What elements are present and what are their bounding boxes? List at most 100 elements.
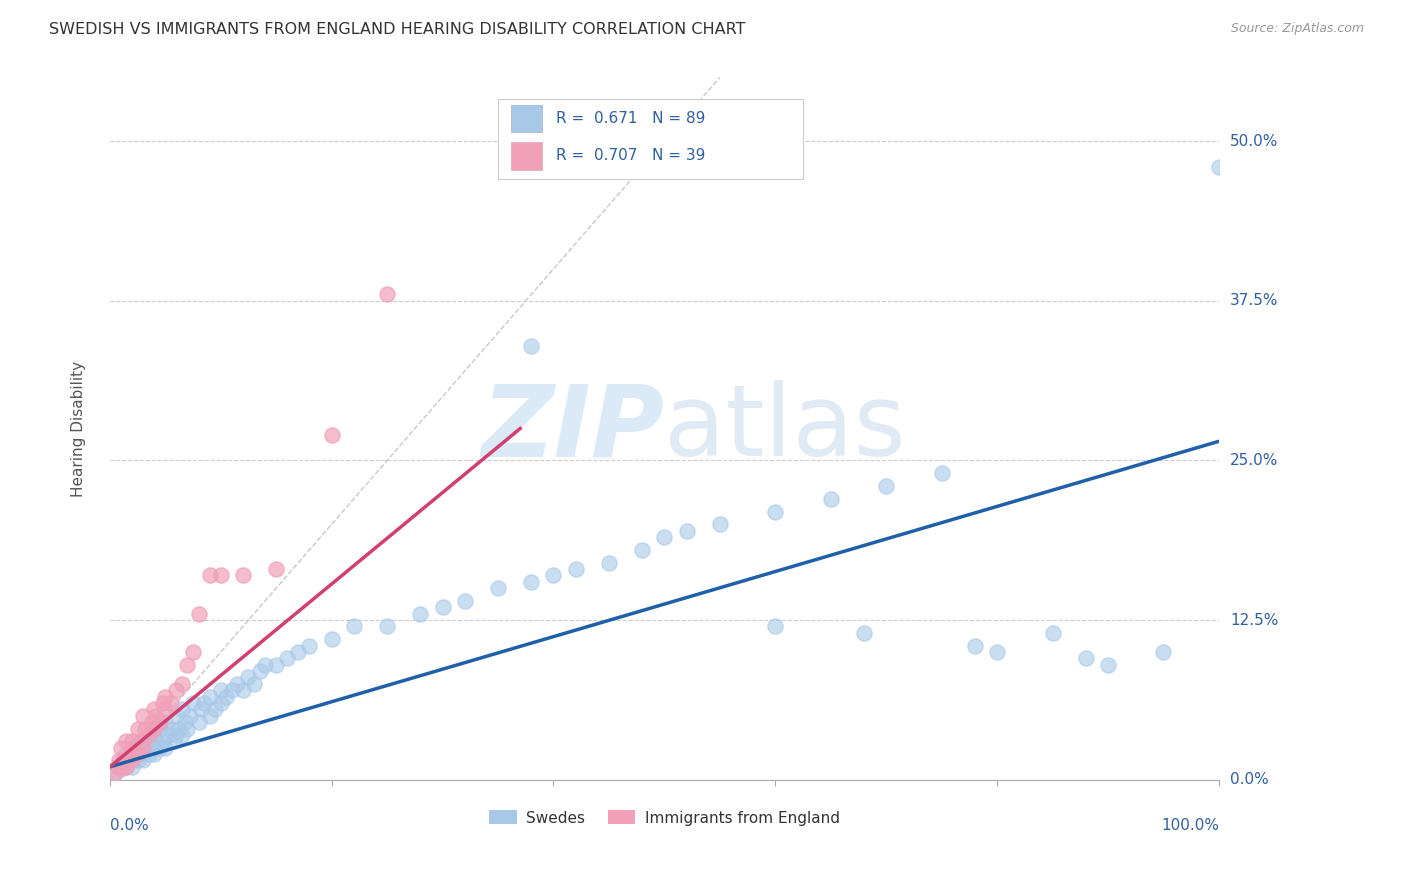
Point [143, 734, 166, 748]
Point [675, 524, 697, 538]
Point [170, 677, 193, 691]
Point [1074, 651, 1097, 665]
Point [152, 696, 174, 710]
Point [221, 683, 243, 698]
Point [179, 708, 201, 723]
Point [155, 740, 177, 755]
Point [193, 696, 215, 710]
Point [564, 562, 586, 576]
Point [198, 568, 221, 582]
Point [129, 734, 152, 748]
Point [165, 728, 187, 742]
Point [118, 747, 141, 761]
Point [170, 702, 193, 716]
Point [1208, 160, 1230, 174]
Point [232, 568, 254, 582]
Point [187, 607, 209, 621]
Point [155, 690, 177, 704]
Point [1152, 645, 1174, 659]
Point [654, 530, 676, 544]
Point [375, 619, 398, 633]
Text: 25.0%: 25.0% [1230, 453, 1278, 468]
Point [121, 760, 143, 774]
Point [165, 708, 187, 723]
Point [110, 763, 132, 777]
Point [454, 594, 477, 608]
Point [321, 632, 343, 647]
Point [143, 702, 166, 716]
Point [127, 747, 149, 761]
Point [115, 760, 138, 774]
Point [209, 568, 232, 582]
Point [145, 708, 167, 723]
Point [432, 600, 454, 615]
Point [127, 722, 149, 736]
Point [160, 722, 183, 736]
Point [215, 690, 238, 704]
Point [156, 728, 179, 742]
Point [931, 467, 953, 481]
Point [163, 734, 186, 748]
Point [155, 715, 177, 730]
Point [115, 747, 138, 761]
Point [254, 657, 277, 672]
Point [264, 657, 287, 672]
Text: 100.0%: 100.0% [1161, 818, 1219, 833]
Point [763, 619, 786, 633]
Point [107, 760, 129, 774]
Point [112, 754, 135, 768]
Text: 0.0%: 0.0% [110, 818, 149, 833]
Point [181, 645, 204, 659]
Point [409, 607, 432, 621]
Point [963, 639, 986, 653]
Point [118, 754, 141, 768]
Point [264, 562, 287, 576]
Point [209, 683, 232, 698]
Point [149, 715, 172, 730]
Point [520, 574, 543, 589]
Point [190, 702, 212, 716]
Point [198, 708, 221, 723]
Point [543, 568, 565, 582]
Point [138, 728, 160, 742]
Point [132, 734, 155, 748]
Point [110, 740, 132, 755]
FancyBboxPatch shape [498, 98, 803, 179]
Point [232, 683, 254, 698]
Point [853, 625, 876, 640]
Point [149, 722, 172, 736]
Point [143, 722, 166, 736]
Text: 37.5%: 37.5% [1230, 293, 1278, 309]
Point [115, 734, 138, 748]
Text: 50.0%: 50.0% [1230, 134, 1278, 149]
Point [820, 491, 842, 506]
Point [141, 715, 163, 730]
Point [238, 671, 260, 685]
Point [276, 651, 298, 665]
Point [167, 722, 190, 736]
Text: ZIP: ZIP [481, 380, 665, 477]
Legend: Swedes, Immigrants from England: Swedes, Immigrants from England [484, 805, 845, 831]
Point [165, 683, 187, 698]
Point [143, 747, 166, 761]
Point [107, 760, 129, 774]
Text: R =  0.671   N = 89: R = 0.671 N = 89 [555, 112, 704, 126]
Point [149, 740, 172, 755]
Point [134, 722, 156, 736]
Point [121, 740, 143, 755]
Point [127, 737, 149, 751]
FancyBboxPatch shape [512, 105, 543, 132]
Point [598, 556, 620, 570]
Point [321, 428, 343, 442]
Point [152, 734, 174, 748]
Point [132, 740, 155, 755]
Point [875, 479, 897, 493]
Point [129, 747, 152, 761]
Point [134, 740, 156, 755]
Point [631, 542, 654, 557]
Point [176, 657, 198, 672]
Point [287, 645, 309, 659]
Point [226, 677, 249, 691]
Point [110, 760, 132, 774]
Point [122, 747, 145, 761]
